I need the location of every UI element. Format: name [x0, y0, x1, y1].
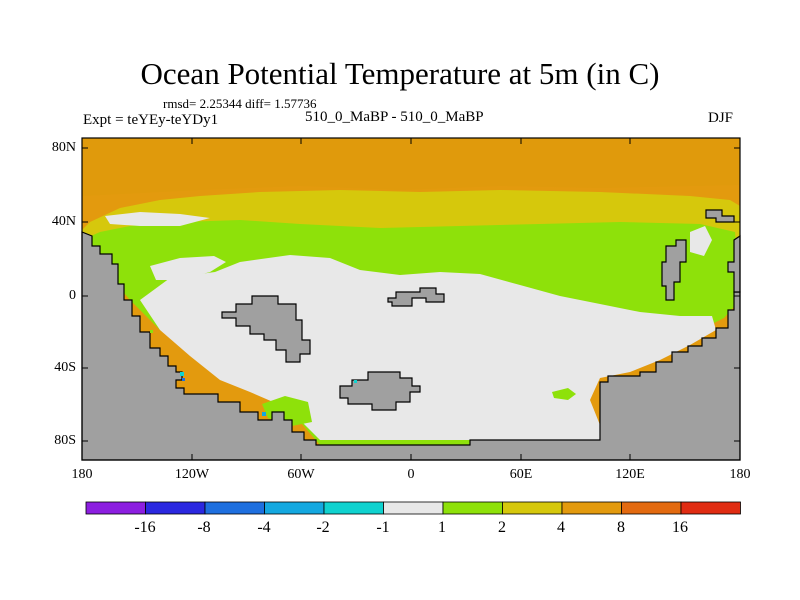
lon-tick-label: 0: [407, 467, 415, 482]
band-4-8-zone: [82, 190, 740, 260]
colorbar-swatch: [204, 501, 265, 515]
speck-blue-1: [182, 378, 185, 381]
colorbar-swatch: [561, 501, 622, 515]
speck-cyan-1: [180, 372, 184, 376]
colorbar-label: -2: [316, 519, 330, 536]
speck-cyan-2: [354, 380, 357, 383]
colorbar-label: 4: [557, 519, 565, 536]
colorbar-label: -16: [134, 519, 156, 536]
colorbar-swatch: [680, 501, 741, 515]
experiment-label: Expt = teYEy-teYDy1: [83, 112, 219, 128]
run-label: 510_0_MaBP - 510_0_MaBP: [305, 109, 484, 125]
land-south-america-inner: [221, 295, 311, 363]
band-neutral-patch-east: [690, 226, 712, 256]
lat-tick-label: 80S: [54, 433, 76, 448]
colorbar: [85, 501, 741, 515]
band-neutral-patch-north: [105, 212, 210, 226]
colorbar-swatch: [85, 501, 146, 515]
land-east-coast: [727, 234, 741, 293]
season-label: DJF: [708, 110, 734, 126]
lon-tick-label: 60W: [287, 467, 315, 482]
colorbar-label: 1: [438, 519, 446, 536]
colorbar-swatch: [442, 501, 503, 515]
land-east-ridge: [661, 239, 687, 301]
lon-tick-label: 120E: [615, 467, 645, 482]
rmsd-diff-stats: rmsd= 2.25344 diff= 1.57736: [163, 96, 317, 111]
colorbar-label: -4: [257, 519, 271, 536]
colorbar-label: 8: [617, 519, 625, 536]
colorbar-label: 2: [498, 519, 506, 536]
colorbar-swatch: [502, 501, 563, 515]
land-antarctic-island: [339, 371, 421, 411]
land-africa: [387, 287, 445, 307]
lat-tick-label: 40N: [51, 214, 76, 229]
lon-tick-label: 180: [729, 467, 751, 482]
band-2-4-island: [552, 388, 576, 400]
axis-ticks: [82, 138, 740, 460]
lon-tick-label: 60E: [509, 467, 533, 482]
colorbar-label: -8: [197, 519, 211, 536]
speck-cyan-3: [262, 412, 266, 416]
colorbar-swatch: [621, 501, 682, 515]
colorbar-swatch: [264, 501, 325, 515]
plot-title: Ocean Potential Temperature at 5m (in C): [140, 56, 660, 91]
lat-tick-label: 40S: [54, 360, 76, 375]
colorbar-label: -1: [376, 519, 390, 536]
colorbar-swatch: [323, 501, 384, 515]
band-8-16-north: [82, 138, 740, 196]
lat-tick-label: 0: [69, 288, 76, 303]
land-americas: [81, 231, 741, 461]
colorbar-swatch: [383, 501, 444, 515]
band-neutral-patch-pacific: [150, 256, 226, 280]
colorbar-label: 16: [672, 519, 688, 536]
lon-tick-label: 120W: [174, 467, 210, 482]
lon-tick-label: 180: [71, 467, 93, 482]
lat-tick-label: 80N: [51, 140, 76, 155]
speck-green-1: [150, 330, 153, 333]
colorbar-swatch: [145, 501, 206, 515]
